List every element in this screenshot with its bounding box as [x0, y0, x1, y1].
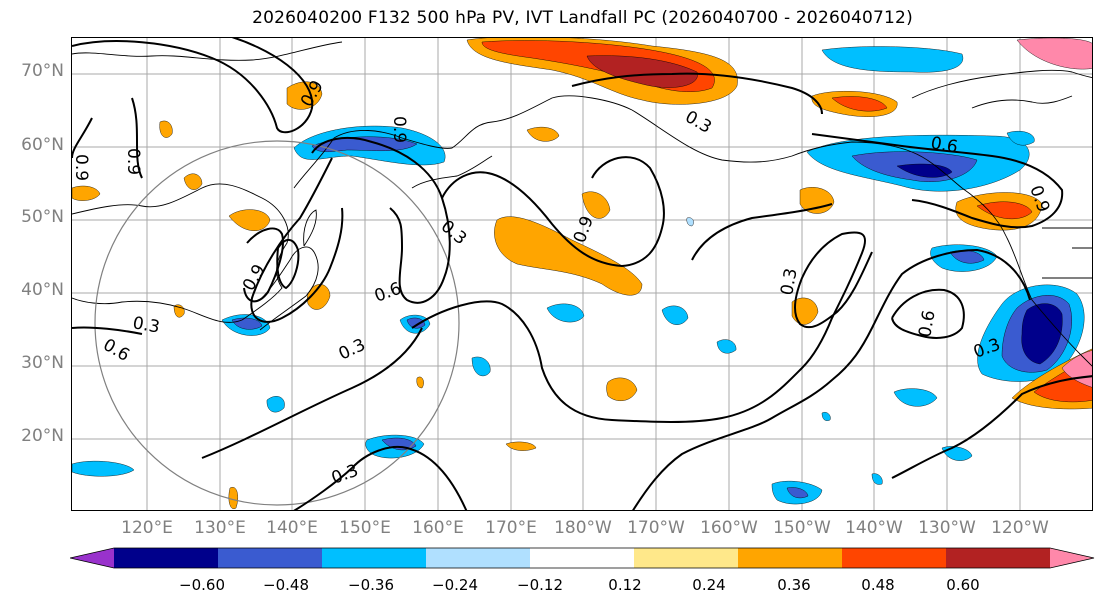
colorbar-segment: [426, 548, 531, 568]
colorbar-segment: [738, 548, 843, 568]
lat-label-50n: 50°N: [21, 207, 64, 227]
lon-label-140w: 140°W: [845, 518, 903, 538]
coastlines: [72, 41, 1092, 367]
colorbar-segment: [218, 548, 323, 568]
contour-label: 0.9: [72, 154, 91, 181]
lon-label-170e: 170°E: [485, 518, 537, 538]
colorbar-outline: [70, 547, 1095, 569]
colorbar-segment: [322, 548, 427, 568]
colorbar-segment: [842, 548, 947, 568]
lat-label-60n: 60°N: [21, 135, 64, 155]
colorbar-swatches: [70, 547, 1095, 569]
colorbar-tick: −0.24: [432, 576, 478, 594]
colorbar-extend-low: [70, 548, 114, 568]
lon-label-180w: 180°W: [554, 518, 612, 538]
contour-label: 0.6: [929, 133, 959, 157]
pv-shading: [72, 38, 1092, 509]
contour-label: 0.3: [437, 217, 471, 250]
pv-contours: [72, 38, 1092, 510]
lon-label-150w: 150°W: [773, 518, 831, 538]
colorbar-tick: −0.48: [263, 576, 309, 594]
colorbar-segment: [946, 548, 1051, 568]
colorbar: [70, 547, 1095, 569]
colorbar-tick: 0.12: [608, 576, 642, 594]
contour-label: 0.3: [682, 107, 715, 138]
colorbar-segment: [530, 548, 635, 568]
colorbar-extend-high: [1050, 548, 1094, 568]
map-canvas: 0.9 0.9 0.9 0.9 0.9 0.9 0.6 0.6 0.6 0.6 …: [72, 38, 1092, 510]
colorbar-tick: −0.60: [179, 576, 225, 594]
contour-label: 0.6: [100, 335, 133, 366]
colorbar-tick: 0.24: [692, 576, 726, 594]
map-panel: 0.9 0.9 0.9 0.9 0.9 0.9 0.6 0.6 0.6 0.6 …: [71, 37, 1093, 511]
colorbar-tick: −0.36: [348, 576, 394, 594]
lat-label-70n: 70°N: [21, 61, 64, 81]
contour-label: 0.9: [570, 213, 598, 245]
reference-circle: [94, 140, 460, 506]
lat-label-30n: 30°N: [21, 353, 64, 373]
lon-label-160w: 160°W: [700, 518, 758, 538]
lon-label-160e: 160°E: [412, 518, 464, 538]
lon-label-150e: 150°E: [339, 518, 391, 538]
lon-label-170w: 170°W: [627, 518, 685, 538]
contour-label: 0.9: [123, 148, 143, 175]
lat-label-40n: 40°N: [21, 280, 64, 300]
lon-label-130w: 130°W: [918, 518, 976, 538]
lon-label-120w: 120°W: [991, 518, 1049, 538]
lon-label-140e: 140°E: [266, 518, 318, 538]
colorbar-segment: [114, 548, 219, 568]
contour-label: 0.6: [915, 309, 939, 339]
chart-title: 2026040200 F132 500 hPa PV, IVT Landfall…: [252, 8, 913, 28]
contour-label: 0.9: [389, 116, 409, 143]
colorbar-segment: [634, 548, 739, 568]
lon-label-120e: 120°E: [121, 518, 173, 538]
colorbar-tick: −0.12: [517, 576, 563, 594]
contour-label: 0.3: [131, 313, 161, 337]
contour-label: 0.3: [336, 335, 369, 365]
colorbar-tick: 0.60: [946, 576, 980, 594]
lat-label-20n: 20°N: [21, 426, 64, 446]
colorbar-tick: 0.48: [861, 576, 895, 594]
contour-label: 0.3: [777, 267, 801, 297]
lon-label-130e: 130°E: [194, 518, 246, 538]
colorbar-tick: 0.36: [777, 576, 811, 594]
